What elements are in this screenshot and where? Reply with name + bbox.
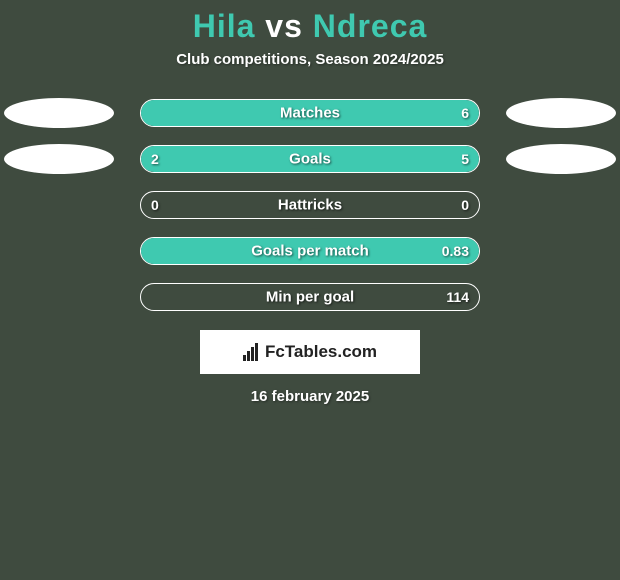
stat-label: Min per goal	[141, 289, 479, 306]
stat-value-right: 6	[461, 105, 469, 121]
logo-box: FcTables.com	[200, 330, 420, 374]
player1-name: Hila	[193, 8, 256, 44]
stat-value-right: 5	[461, 151, 469, 167]
stats-container: Matches6 Goals2 5 Hattricks0 0 Goals per matc…	[0, 98, 620, 312]
vs-text: vs	[265, 8, 303, 44]
stat-bar: Goals per match0.83	[140, 237, 480, 265]
stat-label: Hattricks	[141, 197, 479, 214]
stat-label: Matches	[141, 105, 479, 122]
stat-row: Hattricks0 0	[0, 190, 620, 220]
left-ellipse-icon	[4, 98, 114, 128]
stat-bar: Min per goal114	[140, 283, 480, 311]
stat-value-right: 114	[446, 289, 469, 305]
comparison-title: Hila vs Ndreca	[0, 0, 620, 45]
stat-bar: Goals2 5	[140, 145, 480, 173]
subtitle: Club competitions, Season 2024/2025	[0, 51, 620, 68]
player2-name: Ndreca	[313, 8, 428, 44]
logo-chart-icon	[243, 343, 259, 361]
stat-row: Min per goal114	[0, 282, 620, 312]
stat-label: Goals per match	[141, 243, 479, 260]
stat-value-left: 2	[151, 151, 159, 167]
stat-value-left: 0	[151, 197, 159, 213]
stat-label: Goals	[141, 151, 479, 168]
stat-value-right: 0	[461, 197, 469, 213]
right-ellipse-icon	[506, 144, 616, 174]
date-line: 16 february 2025	[0, 388, 620, 405]
stat-bar: Matches6	[140, 99, 480, 127]
stat-row: Goals per match0.83	[0, 236, 620, 266]
stat-bar: Hattricks0 0	[140, 191, 480, 219]
left-ellipse-icon	[4, 144, 114, 174]
stat-value-right: 0.83	[442, 243, 469, 259]
right-ellipse-icon	[506, 98, 616, 128]
logo-text: FcTables.com	[265, 342, 377, 362]
